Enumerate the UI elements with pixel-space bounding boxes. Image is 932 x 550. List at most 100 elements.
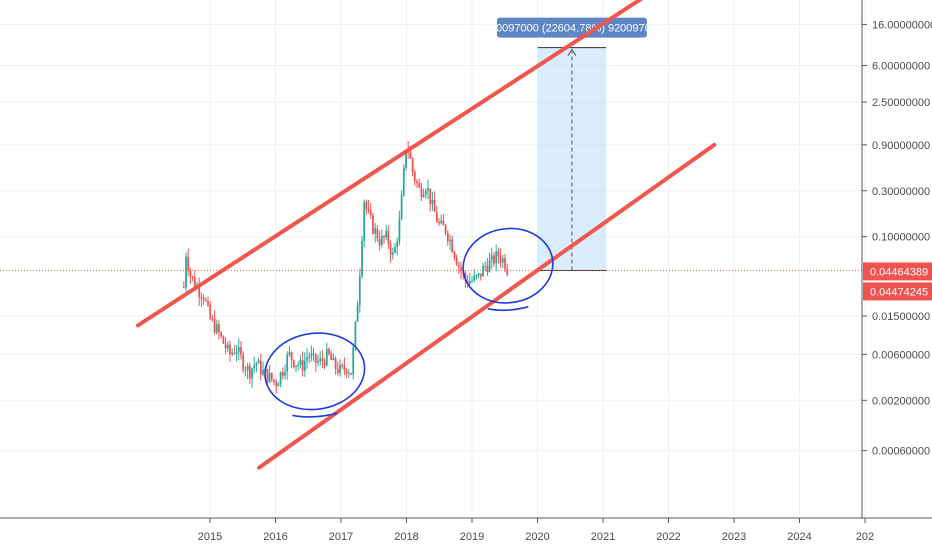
candle-body [303, 360, 306, 371]
candle-body [279, 372, 282, 384]
candle-body [499, 256, 502, 263]
candle-body [343, 365, 346, 370]
candle-body [222, 336, 225, 344]
annotation-underline [487, 305, 529, 312]
candle-body [380, 236, 383, 246]
candle-body [191, 276, 194, 278]
measure-label: 9.20097000 (22604.78%) 920097000 [481, 23, 663, 35]
x-tick-label: 2021 [591, 531, 615, 543]
candle-body [290, 352, 293, 360]
last-price-value: 0.04464389 [870, 266, 928, 278]
x-tick-label: 2016 [263, 531, 287, 543]
candle-body [253, 364, 256, 369]
y-tick-label: 2.50000000 [872, 97, 930, 109]
time-axis[interactable]: 2015 2016 2017 2018 2019 2020 2021 2022 2023 2024… [0, 517, 932, 543]
candle-body [257, 360, 260, 364]
candle-body [295, 365, 297, 368]
candle-body [413, 172, 416, 182]
candle-body [209, 304, 212, 319]
candle-body [433, 199, 436, 212]
upper-channel-line[interactable] [135, 0, 669, 328]
measure-tool[interactable]: 9.20097000 (22604.78%) 920097000 [481, 17, 663, 271]
x-tick-label: 202 [856, 531, 874, 543]
candle-body [268, 372, 271, 383]
candle-body [385, 230, 388, 238]
candle-body [193, 276, 196, 288]
candle-body [297, 364, 300, 366]
candle-body [431, 199, 434, 204]
candle-body [394, 247, 396, 253]
candle-body [398, 219, 401, 242]
candle-body [440, 220, 443, 224]
candle-body [358, 275, 361, 306]
x-tick-label: 2017 [329, 531, 353, 543]
candle-body [204, 300, 207, 302]
candle-body [306, 357, 308, 361]
candle-body [356, 305, 359, 322]
candle-body [328, 349, 330, 354]
candle-body [334, 358, 337, 369]
candle-body [422, 194, 425, 198]
candle-body [471, 280, 473, 282]
y-tick-label: 0.00060000 [872, 446, 930, 458]
candle-body [182, 287, 185, 289]
y-tick-label: 16.00000000 [872, 19, 932, 31]
annotation-underline [292, 412, 338, 418]
candles [182, 141, 509, 394]
candle-body [185, 256, 187, 288]
candle-body [262, 369, 264, 375]
candle-body [391, 252, 394, 255]
annotation-ellipse[interactable] [260, 327, 370, 416]
candle-body [248, 365, 251, 379]
candle-body [352, 347, 355, 375]
candle-body [442, 220, 445, 226]
candle-body [237, 347, 240, 353]
candle-body [396, 241, 399, 248]
candle-body [251, 368, 253, 379]
annotation-ellipse[interactable] [458, 223, 557, 309]
y-tick-label: 0.01500000 [872, 311, 930, 323]
candle-body [495, 251, 498, 264]
lower-channel-line[interactable] [257, 142, 717, 470]
candle-body [475, 275, 478, 277]
candle-body [200, 296, 203, 299]
annotation-ellipses[interactable] [260, 223, 558, 418]
candle-body [369, 210, 372, 216]
candle-body [246, 365, 249, 371]
candle-body [376, 228, 379, 240]
channel-lines[interactable] [135, 0, 717, 470]
candle-body [451, 239, 454, 253]
candle-body [317, 361, 319, 363]
second-price-value: 0.04474245 [870, 286, 928, 298]
candle-body [372, 215, 374, 234]
candle-body [490, 255, 493, 261]
candle-body [501, 258, 504, 263]
measure-arrow-head [567, 48, 577, 56]
candle-body [314, 353, 317, 363]
candle-body [424, 191, 427, 195]
x-tick-label: 2020 [525, 531, 549, 543]
candle-body [242, 354, 245, 371]
candle-body [207, 300, 209, 305]
candle-body [389, 244, 392, 255]
x-tick-label: 2019 [460, 531, 484, 543]
x-tick-label: 2018 [394, 531, 418, 543]
y-tick-label: 0.30000000 [872, 186, 930, 198]
candle-body [453, 252, 456, 258]
candle-body [350, 372, 352, 375]
candle-body [484, 265, 487, 267]
candle-body [506, 268, 509, 275]
candle-body [211, 318, 214, 320]
candle-body [310, 354, 313, 357]
candle-body [418, 183, 421, 188]
candle-body [444, 225, 447, 233]
price-axis[interactable]: 0.00060000 0.00200000 0.00600000 0.01500000… [861, 0, 932, 518]
candle-body [275, 382, 278, 387]
y-tick-label: 6.00000000 [872, 60, 930, 72]
candle-body [187, 256, 190, 271]
candle-body [411, 158, 414, 173]
candle-body [347, 372, 350, 374]
y-tick-label: 0.00600000 [872, 349, 930, 361]
candle-body [270, 372, 273, 380]
